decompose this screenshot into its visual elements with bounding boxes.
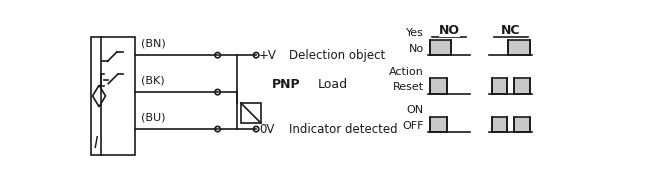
Text: NO: NO bbox=[439, 24, 460, 37]
Bar bbox=[491, 78, 507, 94]
Bar bbox=[430, 40, 451, 55]
Text: No: No bbox=[409, 44, 424, 54]
Bar bbox=[430, 117, 447, 132]
Text: +V: +V bbox=[259, 49, 277, 62]
Bar bbox=[508, 40, 530, 55]
Text: OFF: OFF bbox=[402, 121, 424, 131]
Text: I: I bbox=[94, 136, 98, 151]
Text: Yes: Yes bbox=[406, 28, 424, 38]
Bar bbox=[90, 37, 135, 155]
Bar bbox=[514, 117, 530, 132]
Text: Indicator detected: Indicator detected bbox=[289, 123, 398, 135]
Bar bbox=[240, 103, 261, 123]
Text: (BK): (BK) bbox=[142, 76, 165, 86]
Text: Delection object: Delection object bbox=[289, 49, 385, 62]
Text: (BN): (BN) bbox=[142, 39, 166, 49]
Text: PNP: PNP bbox=[272, 78, 300, 91]
Text: Load: Load bbox=[318, 78, 348, 91]
Text: NC: NC bbox=[501, 24, 521, 37]
Bar bbox=[514, 78, 530, 94]
Text: 0V: 0V bbox=[259, 123, 274, 135]
Text: (BU): (BU) bbox=[142, 113, 166, 123]
Bar bbox=[430, 78, 447, 94]
Text: Reset: Reset bbox=[393, 82, 424, 92]
Text: ON: ON bbox=[407, 105, 424, 115]
Bar bbox=[491, 117, 507, 132]
Text: Action: Action bbox=[389, 67, 424, 77]
